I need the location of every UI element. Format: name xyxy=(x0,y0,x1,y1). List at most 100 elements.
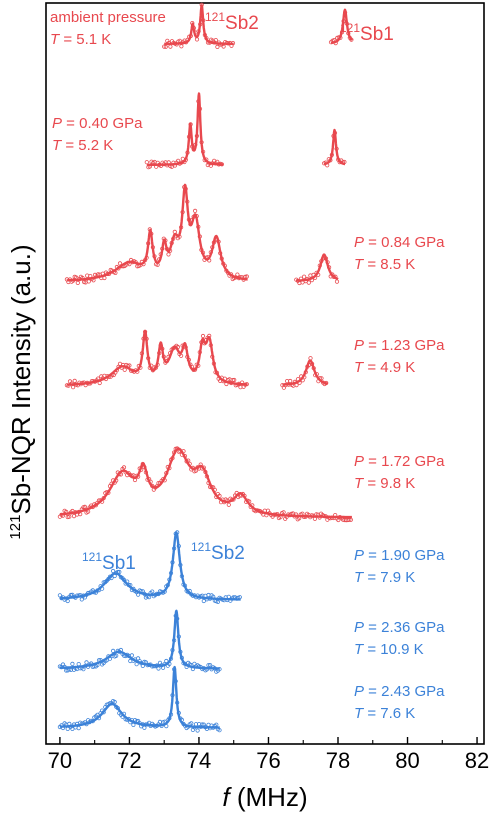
condition-line-3-1: T = 4.9 K xyxy=(354,359,415,376)
spectrum-1-seg-0-point-27 xyxy=(186,134,192,139)
peak-label-2: 121Sb1 xyxy=(82,550,136,574)
spectrum-3-seg-0-point-37 xyxy=(122,367,127,372)
spectrum-4-seg-0-point-186 xyxy=(348,517,353,522)
spectrum-7-seg-0-point-47 xyxy=(131,722,136,728)
spectrum-3-seg-0-point-3 xyxy=(69,381,74,386)
spectrum-4-seg-0-point-93 xyxy=(203,469,208,475)
spectrum-5-seg-0-point-83 xyxy=(187,588,192,594)
condition-line-3-0: P = 1.23 GPa xyxy=(354,337,445,354)
spectrum-6-seg-0-point-99 xyxy=(212,666,217,671)
spectrum-2-seg-0-point-80 xyxy=(189,218,195,223)
spectrum-4-seg-0-point-2 xyxy=(60,513,66,518)
spectrum-4-seg-0-point-38 xyxy=(117,471,122,477)
spectrum-4-seg-0-point-95 xyxy=(206,480,211,486)
spectrum-5-seg-0-point-80 xyxy=(182,583,188,588)
condition-line-7-0: P = 2.43 GPa xyxy=(354,683,445,700)
spectrum-4-seg-0-point-73 xyxy=(172,450,177,455)
spectrum-2-seg-0-point-93 xyxy=(210,245,215,250)
condition-line-1-1: T = 5.2 K xyxy=(52,137,113,154)
spectrum-3-seg-0-point-88 xyxy=(202,341,207,346)
condition-label-7: P = 2.43 GPa T = 7.6 K xyxy=(354,683,445,722)
spectrum-3-seg-0-point-64 xyxy=(164,358,170,364)
spectrum-2-seg-0-point-59 xyxy=(157,257,162,262)
spectrum-3-seg-1-point-25 xyxy=(319,376,324,381)
spectrum-3-seg-1-point-14 xyxy=(302,375,307,380)
spectrum-4-seg-0-point-5 xyxy=(65,514,70,520)
condition-var-1-0: P xyxy=(52,115,62,132)
spectrum-3-seg-0-point-94 xyxy=(211,361,216,366)
spectrum-6-seg-0-point-73 xyxy=(172,638,177,643)
spectrum-2-seg-0-point-49 xyxy=(141,261,146,267)
spectrum-2-seg-0-point-44 xyxy=(133,260,138,265)
spectrum-2-seg-0-point-83 xyxy=(194,214,199,219)
spectrum-0-seg-1-point-8 xyxy=(341,18,346,24)
spectrum-3-seg-0-point-115 xyxy=(244,382,249,387)
spectrum-4-seg-0-point-123 xyxy=(250,503,255,508)
spectrum-2-seg-0-point-72 xyxy=(177,234,182,239)
spectrum-2-seg-1-point-21 xyxy=(326,265,332,270)
spectrum-4-seg-0-point-55 xyxy=(143,470,148,475)
spectrum-6-seg-0-point-78 xyxy=(179,655,184,661)
spectrum-7-seg-0-point-37 xyxy=(115,705,120,711)
spectrum-2-seg-1-point-25 xyxy=(333,274,338,279)
spectrum-4-seg-0-point-132 xyxy=(264,513,269,518)
spectrum-1-seg-1-point-8 xyxy=(334,146,339,151)
spectrum-2-seg-0-point-87 xyxy=(200,250,206,255)
spectrum-3-seg-1-point-9 xyxy=(294,382,299,388)
condition-value-4-0: = 1.72 GPa xyxy=(364,453,445,470)
condition-label-3: P = 1.23 GPa T = 4.9 K xyxy=(354,337,445,376)
spectrum-4-seg-0-point-169 xyxy=(322,513,327,519)
spectrum-2-seg-0-point-92 xyxy=(208,250,213,255)
condition-label-1: P = 0.40 GPa T = 5.2 K xyxy=(52,115,143,154)
spectrum-5-seg-0-point-27 xyxy=(100,586,105,591)
spectrum-3-seg-0-point-91 xyxy=(207,333,212,338)
spectrum-6-seg-0-point-75 xyxy=(175,616,180,621)
spectrum-4-seg-0-point-9 xyxy=(71,513,77,519)
spectrum-3-seg-0-point-54 xyxy=(149,363,154,368)
spectrum-2-seg-0-point-73 xyxy=(179,225,184,230)
condition-line-2-1: T = 8.5 K xyxy=(354,256,415,273)
spectrum-4-seg-0-point-141 xyxy=(278,515,283,520)
spectrum-7-seg-0-point-25 xyxy=(96,715,102,721)
spectrum-1-fit-0 xyxy=(146,92,225,167)
spectrum-3-seg-0-point-59 xyxy=(157,350,162,356)
axes-group: 70 72 74 76 78 80 82 xyxy=(48,737,489,773)
spectrum-1-seg-0-point-9 xyxy=(158,163,163,168)
spectrum-4-seg-0-point-185 xyxy=(347,517,352,522)
spectrum-5-seg-0-point-67 xyxy=(162,589,167,594)
spectrum-4-seg-0-point-68 xyxy=(164,470,169,476)
spectrum-5-seg-0-point-71 xyxy=(168,570,174,576)
spectrum-4-seg-0-point-111 xyxy=(231,497,236,502)
y-axis-isotope: 121 xyxy=(7,515,24,540)
spectrum-7-seg-0-point-75 xyxy=(175,700,180,705)
condition-var-5-0: P xyxy=(354,547,364,564)
spectrum-6-seg-0-point-71 xyxy=(168,656,174,661)
spectrum-6-seg-0-point-30 xyxy=(104,658,109,663)
spectrum-3-seg-0-point-102 xyxy=(224,381,229,387)
spectrum-7-seg-0-point-70 xyxy=(167,716,172,721)
spectrum-3-seg-0-point-51 xyxy=(144,336,149,341)
condition-var-6-0: P xyxy=(354,619,364,636)
spectrum-0-seg-0-point-33 xyxy=(213,37,218,43)
spectrum-7-seg-0-point-68 xyxy=(164,723,169,729)
spectrum-3-seg-0-point-92 xyxy=(208,343,213,348)
spectrum-4-seg-0-point-121 xyxy=(247,499,252,504)
condition-value-2-0: = 0.84 GPa xyxy=(364,234,445,251)
condition-value-1-0: = 0.40 GPa xyxy=(62,115,143,132)
spectrum-4 xyxy=(57,446,353,523)
spectrum-4-seg-0-point-53 xyxy=(140,461,145,467)
spectrum-3 xyxy=(64,329,329,390)
spectrum-3-seg-0-point-60 xyxy=(158,343,163,348)
spectrum-2-seg-0-point-105 xyxy=(229,272,234,277)
spectrum-1-seg-0-point-28 xyxy=(188,122,193,127)
condition-line-4-0: P = 1.72 GPa xyxy=(354,453,445,470)
spectrum-1-seg-0-point-26 xyxy=(185,150,190,155)
spectrum-4-seg-0-point-102 xyxy=(217,493,222,498)
spectrum-3-seg-0-point-32 xyxy=(114,368,120,373)
spectrum-0-seg-1-point-3 xyxy=(333,40,338,46)
spectrum-7-seg-0-point-91 xyxy=(200,722,205,727)
spectrum-7-seg-0-point-21 xyxy=(90,719,95,724)
spectrum-6-seg-0-point-76 xyxy=(176,634,181,639)
spectrum-1-seg-0-point-6 xyxy=(154,164,159,169)
